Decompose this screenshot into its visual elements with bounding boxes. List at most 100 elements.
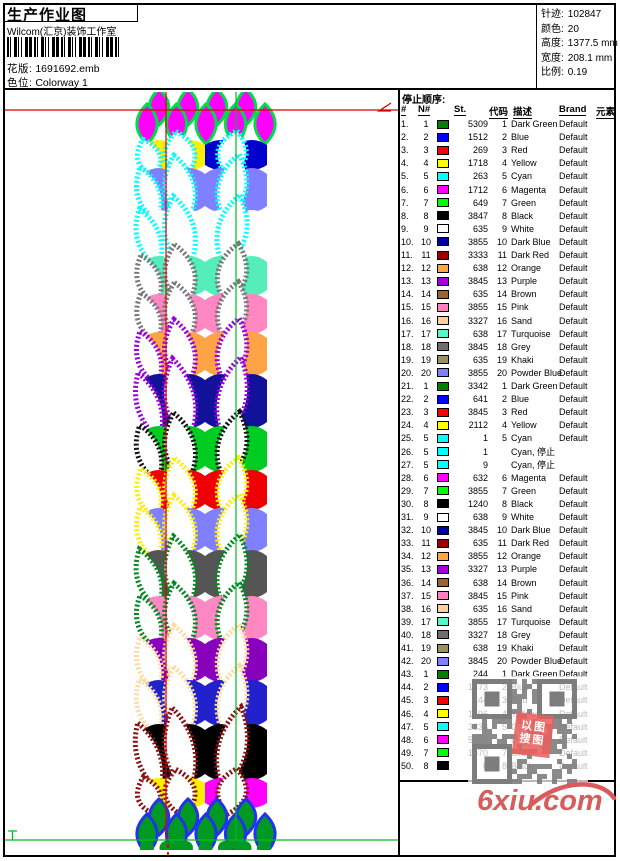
stop-row: 14. 14 635 14 Brown Default bbox=[399, 288, 615, 301]
cell-n: 1 bbox=[423, 381, 429, 391]
stop-row: 30. 8 1240 8 Black Default bbox=[399, 498, 615, 511]
cell-seq: 19. bbox=[401, 354, 414, 365]
cell-brand: Default bbox=[559, 145, 588, 156]
thread-color-swatch bbox=[437, 198, 449, 208]
cell-st: 1512 bbox=[467, 132, 488, 143]
cell-desc: Blue bbox=[511, 394, 530, 405]
cell-code: 9 bbox=[501, 512, 507, 522]
cell-brand: Default bbox=[559, 708, 588, 719]
cell-code: 8 bbox=[501, 210, 507, 221]
cell-seq: 17. bbox=[401, 328, 414, 339]
cell-n: 12 bbox=[420, 263, 431, 274]
cell-code: 4 bbox=[501, 158, 507, 169]
cell-code: 1 bbox=[501, 669, 507, 680]
cell-brand: Default bbox=[559, 302, 588, 313]
design-area bbox=[5, 90, 398, 860]
cell-desc: Green bbox=[511, 747, 537, 758]
design-svg bbox=[5, 92, 398, 860]
cell-n: 6 bbox=[423, 472, 429, 483]
column-header-6: 元素 bbox=[596, 104, 616, 119]
stop-row: 47. 5 3338 5 Cyan Default bbox=[399, 721, 615, 734]
cell-desc: Dark Blue bbox=[511, 236, 551, 247]
cell-code: 16 bbox=[496, 315, 507, 326]
stop-row: 15. 15 3855 15 Pink Default bbox=[399, 301, 615, 314]
cell-seq: 50. bbox=[401, 760, 414, 771]
thread-color-swatch bbox=[437, 682, 449, 692]
cell-st: 638 bbox=[472, 328, 488, 339]
cell-st: 3855 bbox=[467, 367, 488, 378]
info-row-3: 宽度: 208.1 mm bbox=[541, 52, 616, 67]
cell-st: 3855 bbox=[467, 236, 488, 247]
stop-row: 28. 6 632 6 Magenta Default bbox=[399, 472, 615, 485]
stop-row: 38. 16 635 16 Sand Default bbox=[399, 603, 615, 616]
cell-code: 8 bbox=[501, 760, 507, 771]
cell-n: 16 bbox=[420, 315, 431, 326]
cell-n: 14 bbox=[420, 577, 431, 588]
stop-sequence-title: 停止顺序: bbox=[402, 95, 446, 106]
cell-brand: Default bbox=[559, 236, 588, 247]
cell-brand: Default bbox=[559, 682, 588, 693]
cell-brand: Default bbox=[559, 747, 588, 758]
cell-st: 1496 bbox=[467, 708, 488, 719]
cell-seq: 43. bbox=[401, 669, 414, 680]
cell-st: 635 bbox=[472, 223, 488, 234]
cell-n: 18 bbox=[420, 341, 431, 352]
thread-color-swatch bbox=[437, 551, 449, 561]
thread-color-swatch bbox=[437, 486, 449, 496]
cell-brand: Default bbox=[559, 184, 588, 195]
cell-seq: 39. bbox=[401, 616, 414, 627]
thread-color-swatch bbox=[437, 695, 449, 705]
cell-code: 16 bbox=[496, 603, 507, 614]
stop-row: 8. 8 3847 8 Black Default bbox=[399, 210, 615, 223]
cell-desc: Green bbox=[511, 197, 537, 208]
cell-seq: 26. bbox=[401, 446, 414, 457]
cell-n: 5 bbox=[423, 171, 429, 182]
cell-desc: Brown bbox=[511, 289, 537, 300]
cell-desc: Red bbox=[511, 145, 528, 156]
info-value: 0.19 bbox=[567, 67, 588, 79]
cell-desc: Orange bbox=[511, 551, 542, 562]
cell-code: 2 bbox=[501, 682, 507, 693]
cell-seq: 5. bbox=[401, 171, 409, 182]
cell-seq: 11. bbox=[401, 250, 413, 260]
thread-color-swatch bbox=[437, 604, 449, 614]
cell-n: 13 bbox=[420, 276, 431, 287]
cell-brand: Default bbox=[559, 643, 588, 653]
cell-code: 20 bbox=[496, 367, 507, 378]
cell-st: 635 bbox=[472, 538, 488, 549]
cell-desc: Dark Blue bbox=[511, 525, 551, 536]
cell-desc: Purple bbox=[511, 276, 538, 287]
cell-brand: Default bbox=[559, 354, 588, 365]
thread-color-swatch bbox=[437, 211, 449, 221]
cell-brand: Default bbox=[559, 263, 588, 274]
stop-row: 9. 9 635 9 White Default bbox=[399, 223, 615, 236]
thread-color-swatch bbox=[437, 499, 449, 509]
thread-color-swatch bbox=[437, 342, 449, 352]
cell-st: 638 bbox=[472, 577, 488, 588]
cell-brand: Default bbox=[559, 341, 588, 352]
pattern-value: 1691692.emb bbox=[35, 63, 100, 75]
cell-seq: 9. bbox=[401, 223, 409, 234]
cell-seq: 30. bbox=[401, 498, 414, 509]
cell-n: 5 bbox=[423, 446, 429, 457]
cell-n: 8 bbox=[423, 498, 429, 509]
cell-desc: Powder Blue bbox=[511, 367, 563, 378]
stop-row: 39. 17 3855 17 Turquoise Default bbox=[399, 616, 615, 629]
cell-code: 4 bbox=[501, 708, 507, 719]
cell-desc: Yellow bbox=[511, 158, 537, 169]
cell-desc: Green bbox=[511, 485, 537, 496]
thread-color-swatch bbox=[437, 735, 449, 745]
cell-brand: Default bbox=[559, 210, 588, 221]
cell-brand: Default bbox=[559, 158, 588, 169]
cell-n: 3 bbox=[423, 695, 429, 706]
thread-color-swatch bbox=[437, 394, 449, 404]
cell-st: 3845 bbox=[467, 341, 488, 352]
cell-st: 1718 bbox=[467, 158, 488, 169]
cell-st: 5309 bbox=[467, 119, 488, 129]
cell-brand: Default bbox=[559, 590, 588, 601]
cell-seq: 3. bbox=[401, 145, 409, 156]
cell-seq: 34. bbox=[401, 551, 414, 562]
cell-code: 7 bbox=[501, 485, 507, 496]
cell-desc: Magenta bbox=[511, 472, 547, 483]
thread-color-swatch bbox=[437, 643, 449, 653]
